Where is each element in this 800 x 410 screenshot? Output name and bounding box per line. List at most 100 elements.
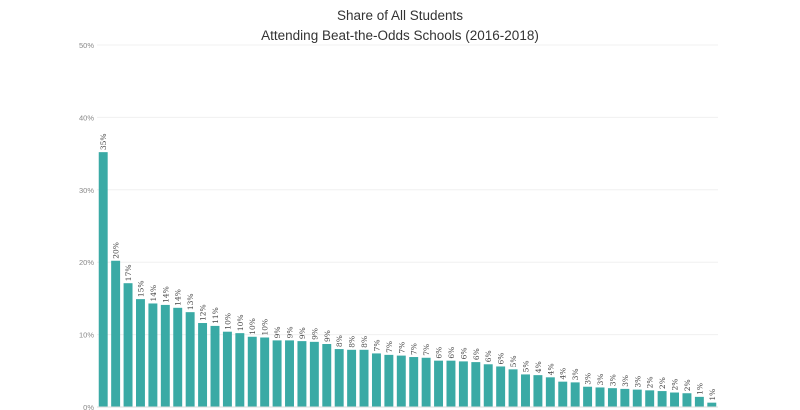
bar-label: 6%: [484, 350, 493, 362]
bar[interactable]: [583, 386, 593, 407]
chart-subtitle: Attending Beat-the-Odds Schools (2016-20…: [261, 28, 539, 43]
bar-label: 3%: [596, 374, 605, 386]
bar[interactable]: [198, 323, 208, 407]
bar-label: 1%: [695, 383, 704, 395]
bar-label: 9%: [298, 327, 307, 339]
bar-label: 9%: [286, 326, 295, 338]
chart-title: Share of All Students Attending Beat-the…: [0, 6, 800, 46]
bar[interactable]: [371, 353, 381, 407]
bar[interactable]: [533, 375, 543, 407]
bar-label: 11%: [211, 307, 220, 324]
bar[interactable]: [334, 349, 344, 407]
bar-label: 14%: [161, 286, 170, 303]
y-tick-label: 40%: [79, 113, 94, 122]
bar-label: 3%: [621, 375, 630, 387]
bar[interactable]: [359, 349, 369, 407]
bar[interactable]: [607, 388, 617, 407]
bar[interactable]: [272, 340, 282, 407]
bar[interactable]: [322, 344, 332, 407]
y-tick-label: 30%: [79, 186, 94, 195]
bar[interactable]: [384, 354, 394, 407]
bar[interactable]: [657, 391, 667, 407]
bar-label: 8%: [360, 336, 369, 348]
bar[interactable]: [570, 382, 580, 407]
y-axis: 0% 10% 20% 30% 40% 50%: [79, 41, 94, 410]
bar-label: 5%: [509, 355, 518, 367]
bar[interactable]: [185, 312, 195, 407]
bar-label: 17%: [124, 265, 133, 282]
bar-label: 10%: [261, 319, 270, 336]
bar-label: 12%: [199, 304, 208, 321]
bar-label: 10%: [236, 314, 245, 331]
bar-label: 9%: [273, 326, 282, 338]
bar[interactable]: [98, 152, 108, 407]
bar-label: 9%: [323, 330, 332, 342]
bar[interactable]: [545, 377, 555, 407]
bar[interactable]: [508, 369, 518, 407]
bar[interactable]: [645, 390, 655, 407]
bar[interactable]: [595, 387, 605, 407]
bar[interactable]: [483, 364, 493, 407]
bar[interactable]: [260, 337, 270, 408]
bar-label: 35%: [99, 133, 108, 150]
bar[interactable]: [458, 361, 468, 407]
bar-label: 14%: [174, 289, 183, 306]
bar[interactable]: [521, 374, 530, 407]
bar-label: 7%: [422, 344, 431, 356]
gridlines: [97, 44, 718, 336]
bar[interactable]: [111, 260, 121, 407]
bar-labels: 35%20%17%15% 14% 14% 14% 13%12% 11% 10% 10% 10% 1…: [99, 133, 717, 400]
bar-label: 6%: [497, 353, 506, 365]
bar-label: 20%: [112, 242, 121, 259]
bar[interactable]: [297, 341, 307, 407]
bar-label: 1%: [708, 389, 717, 401]
bar-label: 9%: [310, 328, 319, 340]
bar[interactable]: [682, 393, 692, 407]
bar[interactable]: [136, 299, 145, 407]
bar[interactable]: [210, 325, 220, 407]
bar[interactable]: [496, 366, 506, 407]
bar[interactable]: [446, 360, 456, 407]
bar[interactable]: [409, 357, 419, 407]
chart-title-line1: Share of All Students: [336, 8, 464, 23]
bar[interactable]: [222, 331, 232, 407]
bar-label: 5%: [521, 361, 530, 373]
bar[interactable]: [123, 283, 133, 407]
bar[interactable]: [694, 396, 704, 407]
bar-label: 3%: [571, 368, 580, 380]
bar[interactable]: [471, 362, 481, 407]
bar-label: 8%: [348, 336, 357, 348]
bar-label: 7%: [372, 340, 381, 352]
bar[interactable]: [434, 360, 444, 407]
bar[interactable]: [632, 389, 642, 407]
bar[interactable]: [247, 336, 257, 407]
bar[interactable]: [173, 307, 183, 407]
bar[interactable]: [421, 357, 431, 407]
bar[interactable]: [235, 333, 245, 407]
bar-label: 10%: [223, 313, 232, 330]
bar-label: 3%: [633, 376, 642, 388]
bar-label: 6%: [472, 348, 481, 360]
bar[interactable]: [309, 341, 319, 407]
bar[interactable]: [160, 304, 170, 407]
bar-label: 14%: [149, 285, 158, 302]
bar[interactable]: [558, 381, 568, 407]
bar[interactable]: [670, 392, 679, 407]
bar-label: 2%: [658, 377, 667, 389]
bar[interactable]: [620, 388, 630, 407]
bar-label: 13%: [186, 293, 195, 310]
bar[interactable]: [707, 402, 717, 407]
bar-label: 2%: [683, 379, 692, 391]
bar-label: 6%: [459, 347, 468, 359]
bar[interactable]: [347, 349, 357, 407]
y-tick-label: 0%: [83, 403, 94, 410]
bar-label: 4%: [559, 368, 568, 380]
bar[interactable]: [285, 340, 294, 407]
bar-label: 4%: [534, 361, 543, 373]
bar[interactable]: [148, 303, 158, 407]
bar[interactable]: [396, 355, 406, 407]
bar-label: 7%: [410, 343, 419, 355]
bar-label: 7%: [397, 342, 406, 354]
bar-label: 4%: [546, 363, 555, 375]
